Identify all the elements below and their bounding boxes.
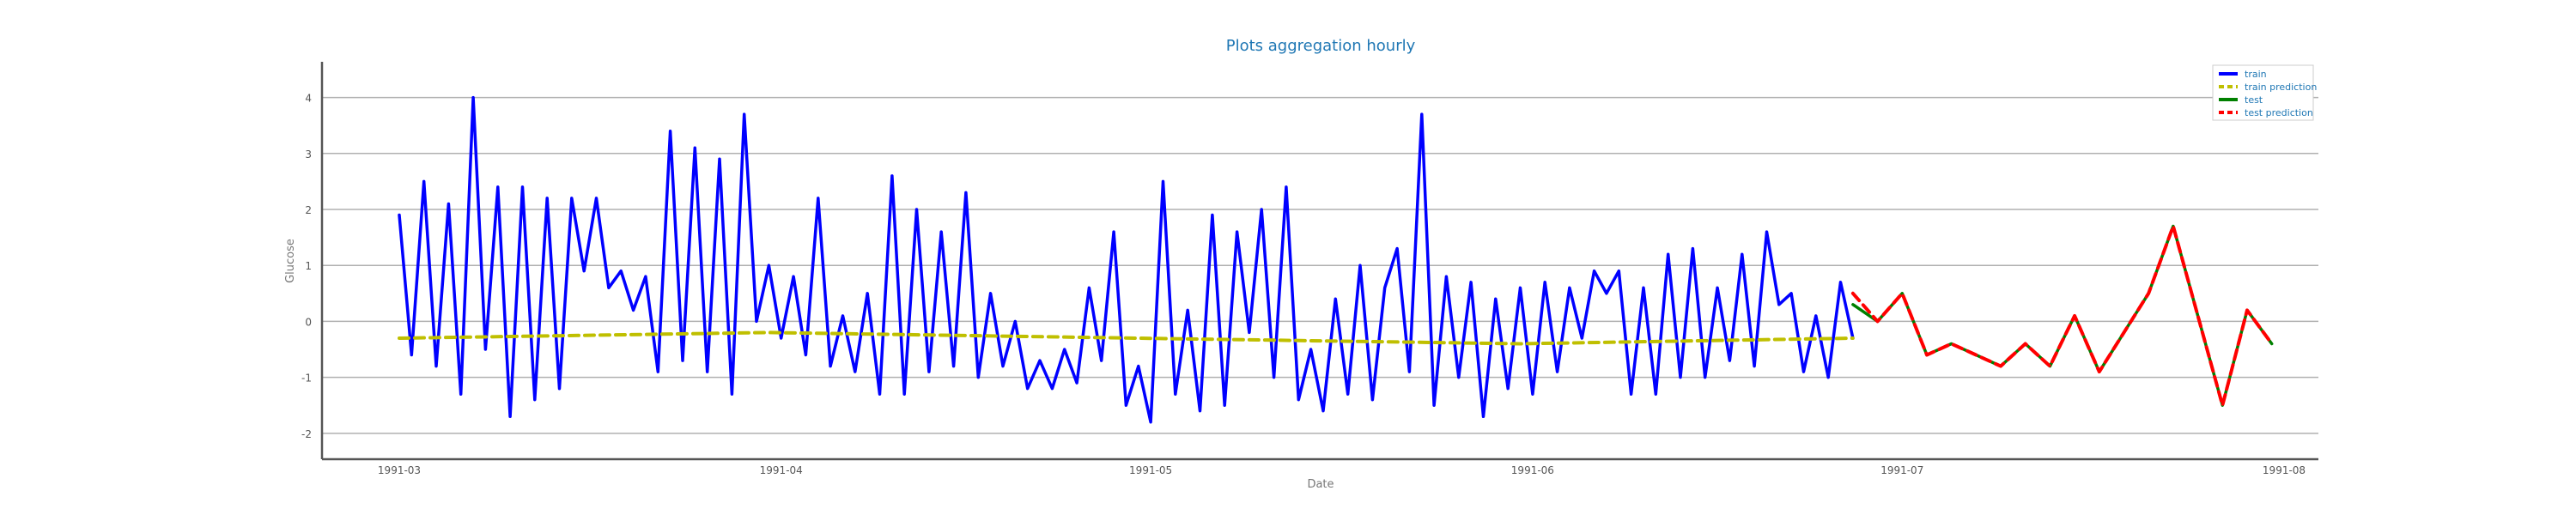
x-tick-labels: 1991-03 1991-04 1991-05 1991-06 1991-07 1991-… <box>378 464 2306 476</box>
series-line-4 <box>1850 224 2274 408</box>
x-tick-label: 1991-04 <box>760 464 803 476</box>
y-tick-label: -1 <box>301 373 312 385</box>
legend-entry: test <box>2245 94 2263 106</box>
y-tick-label: -2 <box>301 428 312 440</box>
chart-title: Plots aggregation hourly <box>1226 37 1416 55</box>
y-tick-labels: 4 3 2 1 0 -1 -2 <box>301 93 312 440</box>
x-tick-label: 1991-03 <box>378 464 421 476</box>
series-line-3 <box>1851 224 2274 407</box>
grid-lines <box>322 96 2318 434</box>
y-tick-label: 3 <box>305 148 312 161</box>
series-line-2 <box>398 330 1855 346</box>
legend-entry: train prediction <box>2245 82 2317 93</box>
y-axis-title: Glucose <box>284 239 297 283</box>
series-line-1 <box>398 95 1855 424</box>
x-tick-label: 1991-08 <box>2263 464 2306 476</box>
y-tick-label: 0 <box>305 316 312 328</box>
y-tick-label: 1 <box>305 260 312 272</box>
x-axis-title: Date <box>1307 478 1334 491</box>
y-tick-label: 2 <box>305 204 312 216</box>
y-tick-label: 4 <box>305 93 312 105</box>
x-tick-label: 1991-06 <box>1511 464 1554 476</box>
axes <box>320 62 2318 461</box>
legend-entry: train <box>2245 69 2267 80</box>
x-tick-label: 1991-05 <box>1129 464 1172 476</box>
legend-entry: test prediction <box>2245 107 2313 118</box>
x-tick-label: 1991-07 <box>1880 464 1923 476</box>
plot-series <box>398 95 2274 424</box>
